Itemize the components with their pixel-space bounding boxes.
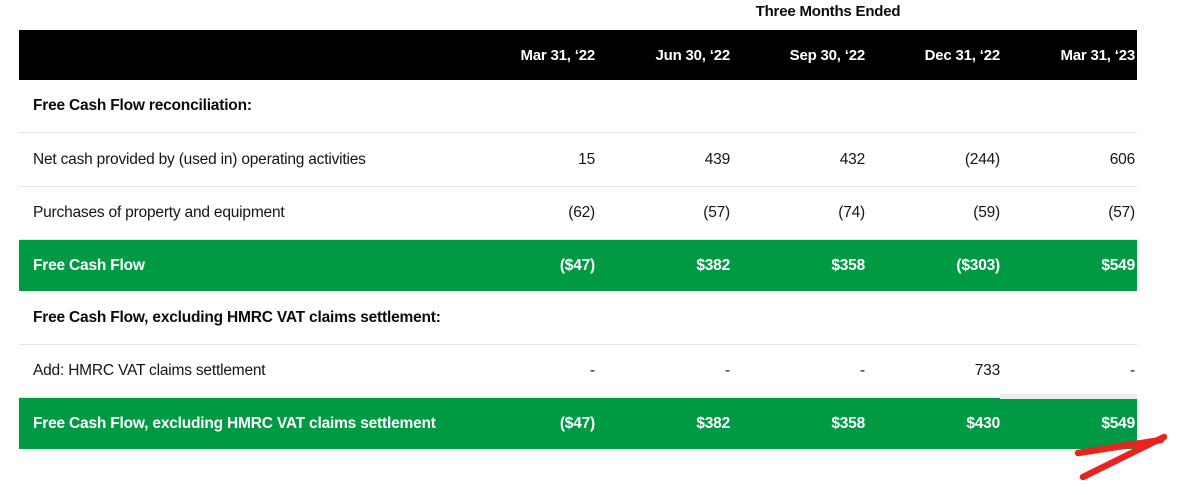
- free-cash-flow-table: Mar 31, ‘22 Jun 30, ‘22 Sep 30, ‘22 Dec …: [19, 30, 1137, 449]
- cell-value: (62): [568, 204, 595, 221]
- cell-value: (244): [964, 150, 1000, 168]
- column-header: Dec 31, ‘22: [924, 46, 1001, 64]
- table-row: Add: HMRC VAT claims settlement - - - 73…: [19, 345, 1137, 398]
- cell-value: $430: [966, 414, 1000, 432]
- cell-value: $358: [831, 256, 865, 274]
- cell-value: $382: [696, 256, 730, 274]
- table-title: Three Months Ended: [755, 3, 901, 20]
- column-header: Sep 30, ‘22: [789, 46, 866, 64]
- cell-value: -: [860, 362, 865, 379]
- column-header: Mar 31, ‘23: [1060, 46, 1135, 64]
- cell-value: ($47): [559, 414, 595, 432]
- cell-value: -: [590, 362, 595, 379]
- row-label: Add: HMRC VAT claims settlement: [33, 362, 266, 379]
- cell-value: ($47): [559, 256, 595, 274]
- cell-value: -: [725, 362, 730, 379]
- cell-value: 439: [704, 150, 730, 168]
- cell-value: (74): [838, 204, 865, 221]
- cell-value: 733: [974, 362, 1000, 379]
- cell-value: 15: [578, 150, 595, 168]
- total-row-free-cash-flow: Free Cash Flow ($47) $382 $358 ($303) $5…: [19, 240, 1137, 291]
- highlight-artifact: [1000, 394, 1137, 399]
- row-label: Free Cash Flow, excluding HMRC VAT claim…: [33, 414, 436, 432]
- row-label: Free Cash Flow: [33, 256, 145, 274]
- row-label: Net cash provided by (used in) operating…: [33, 150, 366, 168]
- section-header-row: Free Cash Flow reconciliation:: [19, 80, 1137, 133]
- cell-value: 606: [1109, 150, 1135, 168]
- row-label: Purchases of property and equipment: [33, 204, 285, 221]
- column-header: Mar 31, ‘22: [520, 46, 595, 64]
- cell-value: 432: [839, 150, 865, 168]
- table-row: Net cash provided by (used in) operating…: [19, 133, 1137, 187]
- cell-value: (59): [973, 204, 1000, 221]
- table-row: Purchases of property and equipment (62)…: [19, 187, 1137, 240]
- cell-value: $358: [831, 414, 865, 432]
- cell-value: (57): [1108, 204, 1135, 221]
- cell-value: ($303): [956, 256, 1000, 274]
- cell-value: (57): [703, 204, 730, 221]
- total-row-fcf-excluding-hmrc: Free Cash Flow, excluding HMRC VAT claim…: [19, 398, 1137, 449]
- cell-value: $382: [696, 414, 730, 432]
- column-header: Jun 30, ‘22: [655, 46, 730, 64]
- section-label: Free Cash Flow reconciliation:: [33, 97, 252, 114]
- cell-value: $549: [1101, 414, 1135, 432]
- table-header-row: Mar 31, ‘22 Jun 30, ‘22 Sep 30, ‘22 Dec …: [19, 30, 1137, 80]
- cell-value: -: [1130, 362, 1135, 379]
- section-label: Free Cash Flow, excluding HMRC VAT claim…: [33, 308, 441, 326]
- section-header-row: Free Cash Flow, excluding HMRC VAT claim…: [19, 291, 1137, 345]
- cell-value: $549: [1101, 256, 1135, 274]
